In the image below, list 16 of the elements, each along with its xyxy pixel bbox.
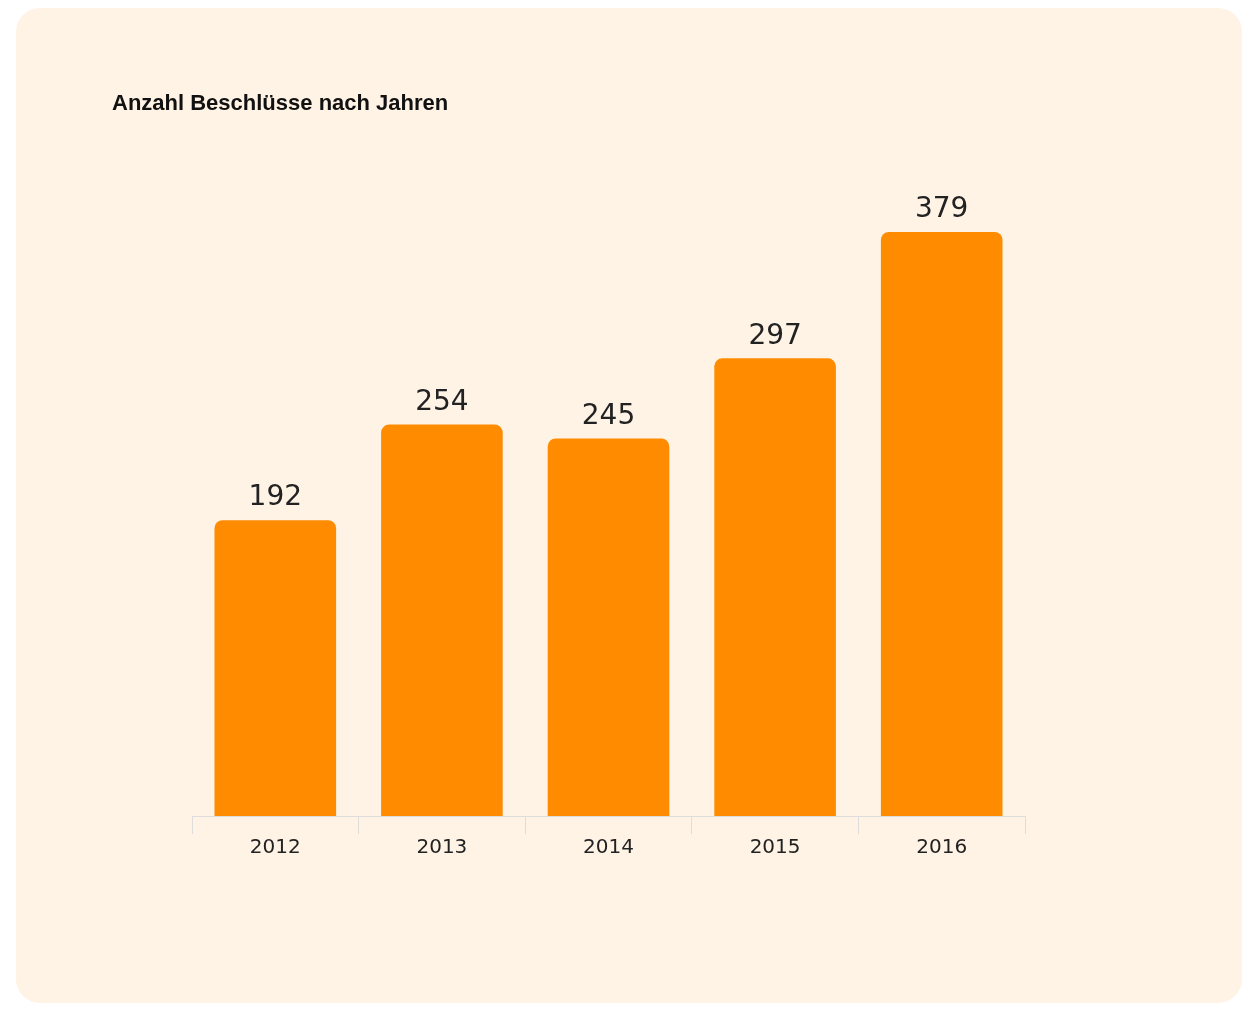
bar bbox=[714, 358, 836, 816]
x-tick-label: 2015 bbox=[749, 834, 801, 859]
x-tick-label: 2012 bbox=[249, 834, 301, 859]
data-label: 245 bbox=[581, 397, 636, 431]
bar bbox=[880, 232, 1003, 816]
data-label: 192 bbox=[248, 479, 303, 513]
bar bbox=[381, 424, 503, 816]
x-tick-label: 2013 bbox=[416, 834, 468, 859]
chart-title: Anzahl Beschlüsse nach Jahren bbox=[112, 90, 449, 116]
bar bbox=[214, 520, 337, 816]
data-label: 379 bbox=[914, 191, 969, 225]
data-label: 254 bbox=[415, 383, 469, 417]
bar bbox=[547, 438, 670, 816]
x-tick-label: 2016 bbox=[916, 834, 968, 859]
data-label: 297 bbox=[748, 317, 802, 351]
x-tick-label: 2014 bbox=[583, 834, 634, 859]
